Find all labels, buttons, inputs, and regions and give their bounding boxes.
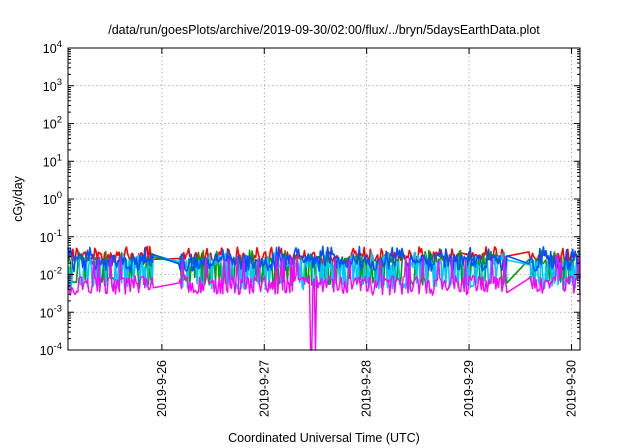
x-tick-label: 2019-9-27 [257,360,271,417]
x-tick-label: 2019-9-28 [360,360,374,417]
series-group [67,245,581,351]
y-tick-label: 10-4 [40,341,62,358]
chart-title: /data/run/goesPlots/archive/2019-09-30/0… [108,23,540,37]
y-tick-label: 10-1 [40,228,62,245]
y-tick-label: 10-2 [40,266,62,283]
y-tick-label: 104 [43,39,62,56]
y-tick-label: 103 [43,77,62,94]
y-axis-label: cGy/day [11,175,25,222]
y-tick-labels: 10-4 10-3 10-2 10-1 100 101 102 103 104 [40,39,62,358]
axis-ticks [68,47,580,351]
x-tick-label: 2019-9-30 [564,360,578,417]
y-tick-label: 102 [43,115,62,132]
x-tick-label: 2019-9-29 [462,360,476,417]
y-tick-label: 10-3 [40,303,62,320]
x-axis-label: Coordinated Universal Time (UTC) [228,431,420,445]
series-line [67,245,581,273]
y-tick-label: 101 [43,152,62,169]
y-tick-label: 100 [43,190,62,207]
x-tick-labels: 2019-9-26 2019-9-27 2019-9-28 2019-9-29 2019… [155,360,579,417]
x-tick-label: 2019-9-26 [155,360,169,417]
series-line [67,254,581,351]
grid-lines [68,48,580,350]
